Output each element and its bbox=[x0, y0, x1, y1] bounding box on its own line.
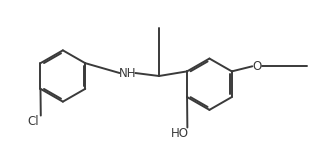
Text: Cl: Cl bbox=[27, 115, 39, 128]
Text: HO: HO bbox=[170, 127, 189, 140]
Text: O: O bbox=[253, 60, 262, 73]
Text: NH: NH bbox=[119, 67, 136, 79]
